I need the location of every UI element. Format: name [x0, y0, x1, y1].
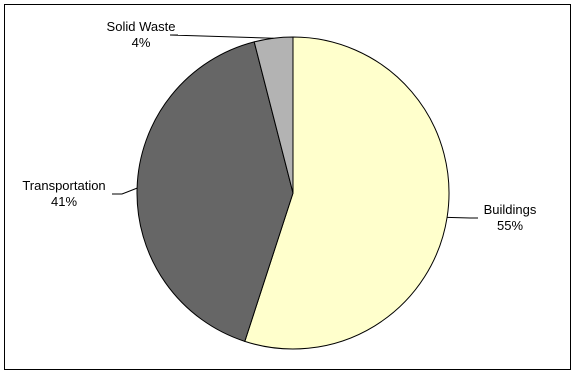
- slice-value-transportation: 41%: [51, 194, 77, 209]
- slice-label-transportation: Transportation: [22, 178, 105, 193]
- leader-line-buildings: [447, 216, 478, 219]
- slice-value-buildings: 55%: [497, 218, 523, 233]
- slice-label-solid-waste: Solid Waste: [107, 19, 176, 34]
- slice-value-solid-waste: 4%: [132, 35, 151, 50]
- slice-label-buildings: Buildings: [484, 202, 537, 217]
- label-buildings: Buildings 55%: [484, 202, 537, 233]
- label-solid-waste: Solid Waste 4%: [107, 19, 176, 50]
- pie-slices: [136, 36, 450, 350]
- leader-line-solid-waste: [169, 34, 274, 39]
- leader-lines: [112, 34, 478, 219]
- pie-slice-transportation: [136, 41, 294, 342]
- label-transportation: Transportation 41%: [22, 178, 105, 209]
- pie-slice-buildings: [244, 36, 450, 350]
- leader-line-transportation: [112, 187, 138, 195]
